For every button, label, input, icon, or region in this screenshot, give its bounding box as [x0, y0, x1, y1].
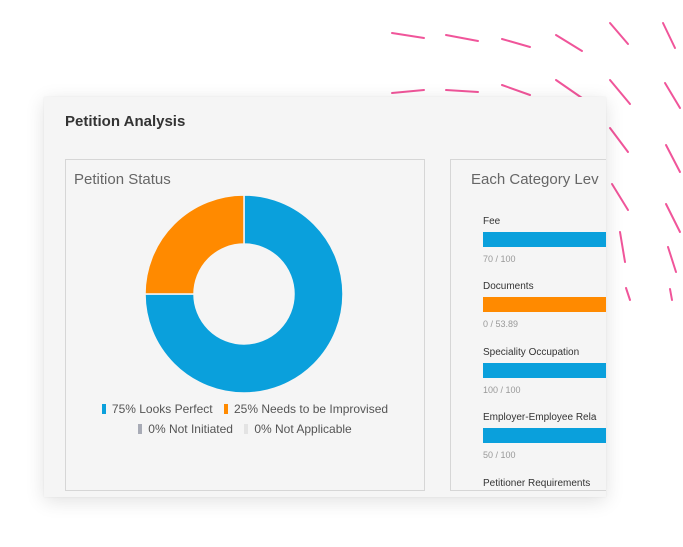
decorative-dash — [662, 22, 676, 49]
category-level-panel: Each Category Lev Fee 70 / 100 Documents… — [450, 159, 606, 491]
legend-swatch — [101, 404, 106, 414]
category-score: 50 / 100 — [483, 450, 516, 460]
decorative-dash — [611, 183, 629, 211]
category-bar — [483, 297, 606, 312]
category-item-petitioner-requirements: Petitioner Requirements — [483, 478, 606, 489]
legend-row: 75% Looks Perfect 25% Needs to be Improv… — [66, 402, 424, 416]
petition-status-title: Petition Status — [74, 171, 171, 188]
category-item-documents: Documents 0 / 53.89 — [483, 281, 606, 329]
decorative-dash — [664, 82, 681, 109]
decorative-dash — [391, 32, 425, 39]
decorative-dash — [555, 34, 583, 52]
decorative-dash — [609, 127, 629, 153]
category-level-title: Each Category Lev — [471, 171, 599, 188]
category-bar — [483, 428, 606, 443]
card-title: Petition Analysis — [65, 113, 186, 130]
decorative-dash — [625, 287, 631, 301]
decorative-dash — [619, 231, 626, 263]
category-label: Speciality Occupation — [483, 347, 580, 358]
category-item-employer-employee: Employer-Employee Rela 50 / 100 — [483, 412, 606, 460]
legend-item-looks-perfect: 75% Looks Perfect — [101, 402, 213, 416]
category-item-speciality-occupation: Speciality Occupation 100 / 100 — [483, 347, 606, 395]
petition-status-donut-chart — [144, 194, 344, 394]
decorative-dash — [609, 79, 631, 105]
category-score: 100 / 100 — [483, 385, 521, 395]
decorative-dash — [501, 84, 531, 96]
category-label: Fee — [483, 216, 501, 227]
decorative-dash — [609, 22, 629, 45]
legend-item-not-applicable: 0% Not Applicable — [244, 422, 352, 436]
category-score: 70 / 100 — [483, 254, 516, 264]
decorative-dash — [665, 203, 681, 233]
decorative-dash — [445, 89, 479, 93]
decorative-dash — [669, 288, 673, 301]
legend-row: 0% Not Initiated 0% Not Applicable — [66, 422, 424, 436]
decorative-dash — [665, 144, 681, 173]
category-label: Employer-Employee Rela — [483, 412, 597, 423]
donut-slice-needs-to-be-improvised — [144, 194, 245, 295]
legend-item-needs-improvement: 25% Needs to be Improvised — [223, 402, 388, 416]
decorative-dash — [555, 79, 583, 99]
donut-slice-looks-perfect — [144, 194, 344, 394]
petition-analysis-card: Petition Analysis Petition Status 75% Lo… — [44, 97, 606, 497]
decorative-dash — [391, 89, 425, 94]
category-label: Petitioner Requirements — [483, 478, 591, 489]
category-bar — [483, 363, 606, 378]
legend-swatch — [138, 424, 143, 434]
category-item-fee: Fee 70 / 100 — [483, 216, 606, 264]
legend-swatch — [244, 424, 249, 434]
decorative-dash — [501, 38, 531, 48]
decorative-dash — [445, 34, 479, 42]
petition-status-panel: Petition Status 75% Looks Perfect 25% Ne… — [65, 159, 425, 491]
decorative-dash — [667, 246, 677, 273]
legend-item-not-initiated: 0% Not Initiated — [138, 422, 233, 436]
category-score: 0 / 53.89 — [483, 319, 519, 329]
category-bar — [483, 232, 606, 247]
legend-swatch — [223, 404, 228, 414]
category-label: Documents — [483, 281, 534, 292]
